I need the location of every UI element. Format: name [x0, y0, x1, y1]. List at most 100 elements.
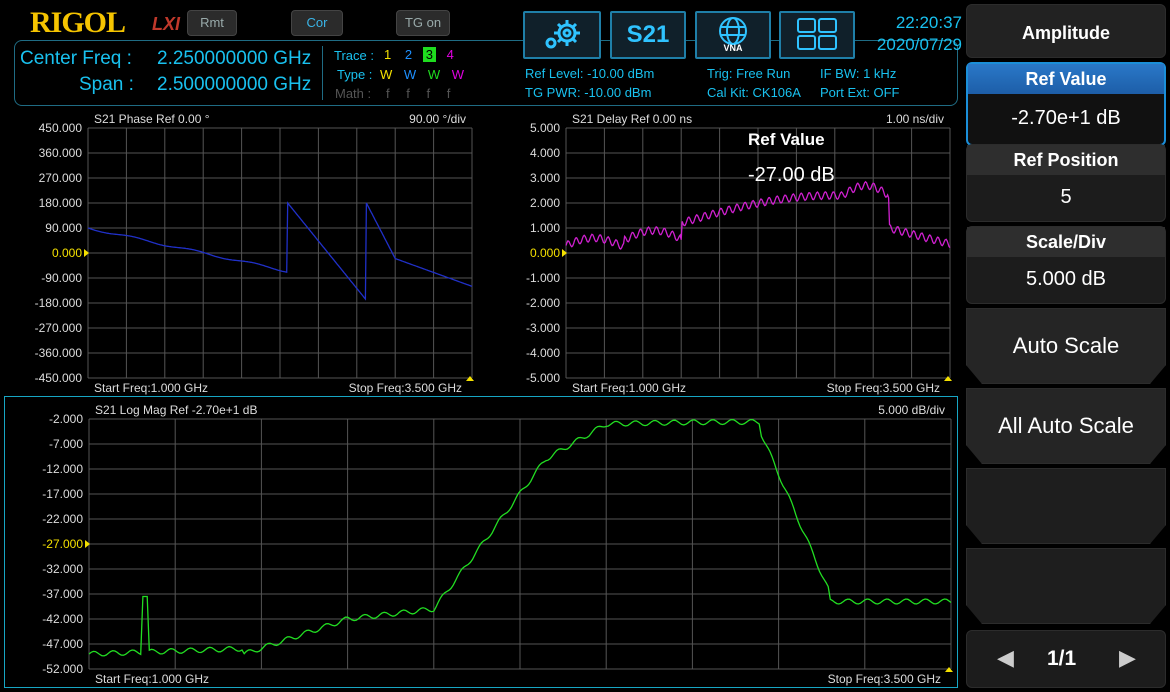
start-freq-label: Start Freq:1.000 GHz — [95, 672, 209, 686]
all-auto-scale-button[interactable]: All Auto Scale — [966, 388, 1166, 464]
measurement-info-panel — [14, 40, 958, 106]
port-ext-text: Port Ext: OFF — [820, 85, 900, 100]
y-tick-label: -37.000 — [42, 587, 83, 601]
layout-button[interactable] — [779, 11, 855, 59]
info-divider — [322, 46, 323, 100]
y-tick-label: -4.000 — [526, 346, 560, 360]
ref-value-popup-value: -27.00 dB — [748, 164, 835, 186]
phase-plot[interactable]: S21 Phase Ref 0.00 ° 90.00 °/div 450.000 36… — [0, 108, 482, 396]
y-tick-label: 0.000 — [52, 246, 82, 260]
y-tick-label: -17.000 — [42, 487, 83, 501]
y-tick-label: -360.000 — [35, 346, 83, 360]
logmag-plot[interactable]: S21 Log Mag Ref -2.70e+1 dB 5.000 dB/div -… — [4, 396, 958, 688]
y-tick-label: 90.000 — [45, 221, 82, 235]
trace-1[interactable]: 1 — [384, 47, 392, 62]
page-navigation: ◀ 1/1 ▶ — [966, 630, 1166, 688]
plot-scale: 1.00 ns/div — [886, 112, 944, 126]
phase-plot-svg: S21 Phase Ref 0.00 ° 90.00 °/div 450.000 36… — [35, 112, 474, 395]
empty-softkey-1[interactable] — [966, 468, 1166, 544]
next-page-icon[interactable]: ▶ — [1119, 645, 1136, 670]
trace-label: Trace : — [334, 48, 374, 63]
y-tick-label: -90.000 — [41, 271, 82, 285]
correction-indicator: Cor — [291, 10, 343, 36]
stop-freq-label: Stop Freq:3.500 GHz — [828, 672, 941, 686]
vna-mode-button[interactable]: VNA — [695, 11, 771, 59]
y-tick-label: -450.000 — [35, 371, 83, 385]
start-freq-label: Start Freq:1.000 GHz — [94, 381, 208, 395]
prev-page-icon[interactable]: ◀ — [997, 645, 1014, 670]
tg-power-text: TG PWR: -10.00 dBm — [525, 85, 652, 100]
remote-indicator: Rmt — [187, 10, 237, 36]
stop-marker — [944, 376, 952, 381]
y-tick-label: -2.000 — [526, 296, 560, 310]
empty-softkey-2[interactable] — [966, 548, 1166, 624]
y-tick-label: -27.000 — [42, 537, 83, 551]
y-tick-label: 3.000 — [530, 171, 560, 185]
trace-4[interactable]: 4 — [446, 47, 454, 62]
rigol-logo: RIGOL — [30, 6, 126, 39]
ref-position-softkey[interactable]: Ref Position 5 — [966, 144, 1166, 222]
scale-div-value: 5.000 dB — [1025, 268, 1107, 290]
delay-plot[interactable]: S21 Delay Ref 0.00 ns 1.00 ns/div 5.000 4.0… — [482, 108, 958, 396]
page-indicator: 1/1 — [1047, 647, 1077, 670]
y-tick-label: 450.000 — [39, 121, 83, 135]
center-freq-value[interactable]: 2.250000000 GHz — [157, 48, 312, 69]
all-auto-scale-label: All Auto Scale — [998, 413, 1134, 438]
menu-title-amplitude: Amplitude — [966, 4, 1166, 58]
ref-marker — [85, 540, 90, 548]
y-tick-label: -2.000 — [49, 412, 83, 426]
y-tick-label: 1.000 — [530, 221, 560, 235]
y-tick-label: 360.000 — [39, 146, 83, 160]
scale-div-softkey[interactable]: Scale/Div 5.000 dB — [966, 226, 1166, 304]
y-tick-label: -270.000 — [35, 321, 83, 335]
y-tick-label: 4.000 — [530, 146, 560, 160]
logmag-trace — [88, 418, 952, 657]
plot-header: S21 Delay Ref 0.00 ns — [572, 112, 692, 126]
settings-button[interactable] — [523, 11, 601, 59]
y-tick-label: -1.000 — [526, 271, 560, 285]
y-tick-label: -5.000 — [526, 371, 560, 385]
y-tick-label: -52.000 — [42, 662, 83, 676]
plot-scale: 5.000 dB/div — [878, 403, 945, 417]
window-layout-icon — [797, 18, 837, 50]
gear-icon — [545, 20, 580, 49]
s21-button[interactable]: S21 — [610, 11, 686, 59]
stop-marker — [945, 667, 953, 672]
cal-kit-text: Cal Kit: CK106A — [707, 85, 801, 100]
delay-trace — [565, 180, 951, 250]
auto-scale-label: Auto Scale — [1012, 333, 1120, 358]
trace-3-active[interactable]: 3 — [422, 47, 436, 62]
y-tick-label: -3.000 — [526, 321, 560, 335]
trace-numbers[interactable]: 1 2 3 4 — [384, 47, 454, 62]
vna-label: VNA — [723, 43, 743, 53]
auto-scale-button[interactable]: Auto Scale — [966, 308, 1166, 384]
stop-marker — [466, 376, 474, 381]
ref-value-softkey[interactable]: Ref Value -2.70e+1 dB — [966, 62, 1166, 146]
y-tick-label: -180.000 — [35, 296, 83, 310]
ref-value-label: Ref Value — [968, 64, 1164, 94]
delay-plot-svg: S21 Delay Ref 0.00 ns 1.00 ns/div 5.000 4.0… — [526, 112, 952, 395]
globe-icon — [719, 17, 747, 45]
logmag-plot-svg: S21 Log Mag Ref -2.70e+1 dB 5.000 dB/div -… — [42, 403, 953, 686]
math-values: f f f f — [386, 86, 451, 101]
center-freq-label: Center Freq : — [20, 48, 132, 69]
plot-header: S21 Log Mag Ref -2.70e+1 dB — [95, 403, 257, 417]
trigger-text: Trig: Free Run — [707, 66, 791, 81]
y-tick-label: 2.000 — [530, 196, 560, 210]
span-value[interactable]: 2.500000000 GHz — [157, 74, 312, 95]
y-tick-label: -42.000 — [42, 612, 83, 626]
ref-level-text: Ref Level: -10.00 dBm — [525, 66, 655, 81]
lxi-logo: LXI — [152, 14, 181, 34]
if-bw-text: IF BW: 1 kHz — [820, 66, 897, 81]
clock: 22:20:37 2020/07/29 — [862, 12, 962, 56]
type-label: Type : — [337, 67, 373, 82]
y-tick-label: -32.000 — [42, 562, 83, 576]
trace-2[interactable]: 2 — [404, 47, 413, 62]
ref-position-label: Ref Position — [967, 145, 1165, 175]
span-label: Span : — [79, 74, 134, 95]
stop-freq-label: Stop Freq:3.500 GHz — [827, 381, 940, 395]
phase-trace — [87, 201, 473, 301]
stop-freq-label: Stop Freq:3.500 GHz — [349, 381, 462, 395]
y-tick-label: 5.000 — [530, 121, 560, 135]
time-text: 22:20:37 — [895, 13, 962, 32]
